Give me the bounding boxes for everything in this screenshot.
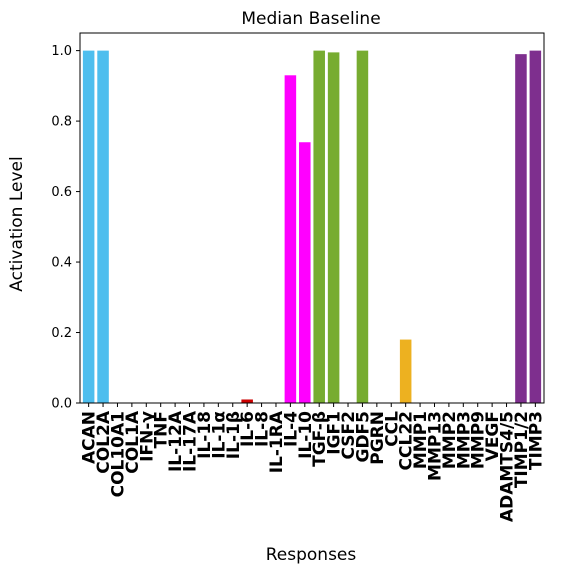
bar-TGF-β: [313, 51, 325, 403]
plot-frame: [80, 33, 544, 403]
bar-TIMP1/2: [515, 54, 527, 403]
bar-TIMP3: [530, 51, 542, 403]
x-axis-label: Responses: [266, 545, 357, 565]
bar-GDF5: [357, 51, 369, 403]
chart-title: Median Baseline: [241, 9, 380, 29]
bar-CCL22: [400, 340, 412, 403]
y-tick-label: 0.0: [51, 397, 72, 412]
y-tick-label: 0.8: [51, 115, 72, 130]
bar-IL-4: [285, 75, 297, 403]
y-tick-label: 0.4: [51, 256, 72, 271]
y-tick-label: 1.0: [51, 44, 72, 59]
bar-IL-6: [241, 399, 253, 403]
y-tick-label: 0.2: [51, 326, 72, 341]
plot-area: 0.00.20.40.60.81.0ACANCOL2ACOL10A1COL1AI…: [51, 33, 546, 522]
y-tick-label: 0.6: [51, 185, 72, 200]
x-tick-label: TIMP3: [526, 411, 546, 470]
y-axis-label: Activation Level: [7, 156, 27, 291]
bar-IGF1: [328, 52, 340, 403]
bar-COL2A: [97, 51, 109, 403]
bar-ACAN: [83, 51, 95, 403]
bar-IL-10: [299, 142, 311, 403]
